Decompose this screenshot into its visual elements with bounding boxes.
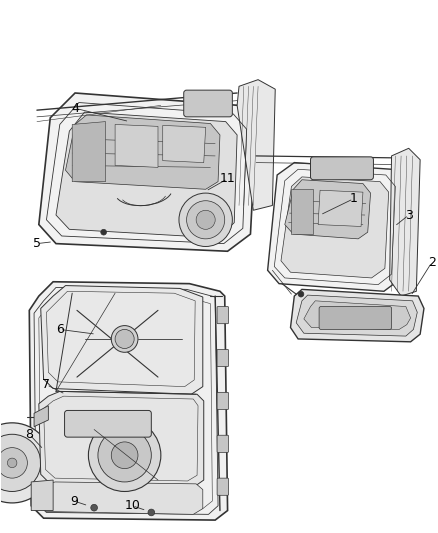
Polygon shape <box>34 406 48 426</box>
Circle shape <box>111 326 138 352</box>
Polygon shape <box>39 93 256 251</box>
Circle shape <box>0 423 52 503</box>
Text: 2: 2 <box>427 256 435 269</box>
Circle shape <box>0 434 41 491</box>
Circle shape <box>115 329 134 349</box>
Circle shape <box>101 229 106 235</box>
Circle shape <box>111 442 138 469</box>
FancyBboxPatch shape <box>319 306 392 329</box>
FancyBboxPatch shape <box>217 392 229 409</box>
FancyBboxPatch shape <box>217 478 229 495</box>
Polygon shape <box>390 148 420 296</box>
FancyBboxPatch shape <box>217 350 229 367</box>
Text: 11: 11 <box>220 172 236 185</box>
Text: 5: 5 <box>33 237 41 250</box>
Polygon shape <box>34 482 203 514</box>
Polygon shape <box>304 301 410 329</box>
Polygon shape <box>41 286 203 394</box>
FancyBboxPatch shape <box>184 90 232 117</box>
Circle shape <box>98 429 151 482</box>
Text: 4: 4 <box>71 102 79 115</box>
Circle shape <box>179 193 232 246</box>
Polygon shape <box>39 391 204 487</box>
Circle shape <box>0 448 28 478</box>
Text: 10: 10 <box>124 499 140 512</box>
FancyBboxPatch shape <box>64 410 151 437</box>
Polygon shape <box>285 180 371 239</box>
Polygon shape <box>291 189 313 234</box>
Text: 6: 6 <box>56 323 64 336</box>
Polygon shape <box>318 190 363 227</box>
Polygon shape <box>163 125 206 163</box>
Polygon shape <box>29 282 228 520</box>
Text: 1: 1 <box>350 192 357 205</box>
FancyBboxPatch shape <box>311 157 374 180</box>
Polygon shape <box>72 122 106 182</box>
Polygon shape <box>281 177 389 278</box>
Circle shape <box>196 210 215 229</box>
Polygon shape <box>31 480 53 511</box>
Circle shape <box>148 509 155 516</box>
FancyBboxPatch shape <box>217 306 229 324</box>
Circle shape <box>298 292 304 297</box>
Circle shape <box>7 458 17 467</box>
Polygon shape <box>290 289 424 342</box>
FancyBboxPatch shape <box>217 435 229 453</box>
Text: 3: 3 <box>405 208 413 222</box>
Text: 8: 8 <box>25 428 33 441</box>
Text: 7: 7 <box>42 378 50 391</box>
Circle shape <box>187 201 225 239</box>
Text: 9: 9 <box>70 495 78 507</box>
Circle shape <box>91 504 97 511</box>
Polygon shape <box>237 79 275 210</box>
Polygon shape <box>296 295 417 336</box>
Polygon shape <box>66 115 220 189</box>
Circle shape <box>88 419 161 491</box>
Polygon shape <box>268 163 403 292</box>
Polygon shape <box>115 125 158 167</box>
Polygon shape <box>56 112 237 238</box>
